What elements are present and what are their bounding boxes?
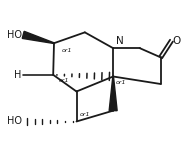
- Polygon shape: [22, 31, 54, 44]
- Polygon shape: [109, 76, 117, 111]
- Text: HO: HO: [7, 30, 22, 40]
- Text: H: H: [14, 70, 22, 80]
- Text: HO: HO: [7, 116, 22, 127]
- Text: or1: or1: [59, 78, 70, 83]
- Text: or1: or1: [80, 112, 90, 117]
- Text: or1: or1: [61, 48, 72, 53]
- Text: O: O: [173, 36, 181, 46]
- Text: or1: or1: [116, 80, 126, 85]
- Text: N: N: [116, 36, 123, 46]
